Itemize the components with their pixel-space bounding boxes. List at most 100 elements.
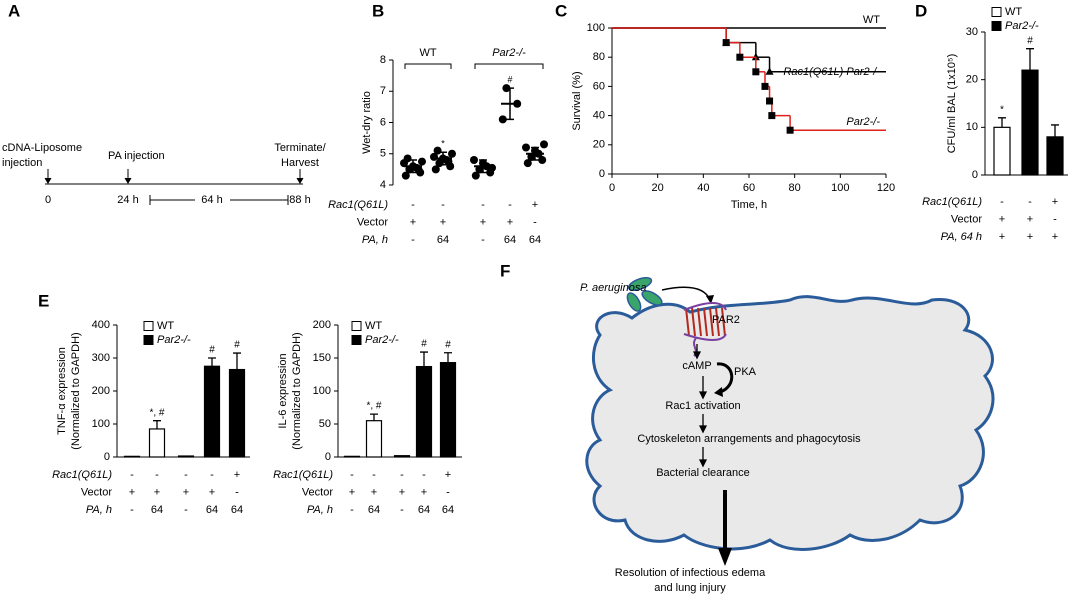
condition-value: + xyxy=(371,486,377,498)
condition-name: PA, h xyxy=(307,504,333,516)
condition-value: + xyxy=(129,486,135,498)
x-tick-label: 20 xyxy=(652,182,664,194)
error-bar xyxy=(479,159,487,174)
time-label: 64 h xyxy=(201,194,222,206)
x-tick-label: 80 xyxy=(789,182,801,194)
x-tick-label: 120 xyxy=(877,182,895,194)
condition-value: - xyxy=(235,486,239,498)
error-bar xyxy=(439,151,447,166)
outcome: and lung injury xyxy=(654,582,726,594)
error-bar xyxy=(208,357,216,367)
condition-value: - xyxy=(350,469,354,481)
annotation: # xyxy=(445,339,451,350)
y-tick-label: 0 xyxy=(599,168,605,180)
y-axis-label: Wet-dry ratio xyxy=(361,91,373,154)
y-tick-label: 300 xyxy=(92,352,110,364)
panel-label: D xyxy=(915,1,927,20)
condition-value: + xyxy=(1052,196,1058,208)
receptor xyxy=(683,302,727,341)
condition-value: - xyxy=(372,469,376,481)
y-tick-label: 0 xyxy=(104,451,110,463)
condition-value: - xyxy=(1000,196,1004,208)
bar xyxy=(415,365,433,458)
condition-value: + xyxy=(234,469,240,481)
condition-value: + xyxy=(1052,231,1058,243)
y-tick-label: 8 xyxy=(380,54,386,66)
condition-name: Vector xyxy=(357,216,389,228)
condition-value: - xyxy=(481,199,485,211)
condition-value: - xyxy=(130,469,134,481)
legend-swatch xyxy=(351,321,362,331)
error-bar xyxy=(506,87,514,121)
data-point xyxy=(444,157,453,166)
y-tick-label: 0 xyxy=(972,169,978,181)
y-tick-label: 100 xyxy=(92,418,110,430)
condition-value: + xyxy=(480,216,486,228)
group-bracket xyxy=(474,63,544,69)
series-label: Par2-/- xyxy=(846,116,880,128)
condition-value: - xyxy=(1053,213,1057,225)
condition-value: 64 xyxy=(442,504,454,516)
condition-value: - xyxy=(411,199,415,211)
condition-value: - xyxy=(481,234,485,246)
arrowhead xyxy=(706,295,714,304)
annotation: *, # xyxy=(366,401,381,412)
marker xyxy=(765,67,774,75)
condition-name: Rac1(Q61L) xyxy=(273,469,333,481)
condition-value: - xyxy=(422,469,426,481)
y-tick-label: 20 xyxy=(966,74,978,86)
condition-name: PA, h xyxy=(86,504,112,516)
y-tick-label: 50 xyxy=(319,418,331,430)
condition-value: - xyxy=(508,199,512,211)
y-axis-label: IL-6 expression xyxy=(277,353,289,428)
marker xyxy=(766,97,774,105)
condition-value: - xyxy=(446,486,450,498)
error-bar xyxy=(444,352,452,363)
condition-value: 64 xyxy=(231,504,243,516)
annotation: # xyxy=(1027,35,1033,46)
data-point xyxy=(538,156,547,164)
condition-value: 64 xyxy=(529,234,541,246)
annotation: * xyxy=(1000,104,1004,115)
legend-label: WT xyxy=(157,320,174,332)
y-tick-label: 150 xyxy=(313,352,331,364)
step: Rac1 activation xyxy=(665,400,740,412)
condition-value: - xyxy=(184,469,188,481)
error-bar xyxy=(233,352,241,370)
timeline-text: PA injection xyxy=(108,150,165,162)
timeline-text: Terminate/ xyxy=(274,142,326,154)
condition-value: + xyxy=(399,486,405,498)
condition-value: - xyxy=(155,469,159,481)
legend-swatch xyxy=(351,335,362,345)
condition-value: 64 xyxy=(418,504,430,516)
marker xyxy=(761,82,769,90)
timeline-text: Harvest xyxy=(281,157,319,169)
data-point xyxy=(431,165,440,174)
bar xyxy=(123,455,141,458)
timeline-text: injection xyxy=(2,157,42,169)
data-point xyxy=(527,152,536,161)
error-bar xyxy=(1026,48,1034,71)
panel-label: B xyxy=(372,1,384,20)
bar xyxy=(1046,136,1064,176)
error-bar xyxy=(1051,124,1059,137)
condition-name: Vector xyxy=(302,486,334,498)
legend-label: Par2-/- xyxy=(365,334,399,346)
condition-value: + xyxy=(209,486,215,498)
condition-value: + xyxy=(349,486,355,498)
legend-label: Par2-/- xyxy=(157,334,191,346)
y-tick-label: 200 xyxy=(92,385,110,397)
annotation: # xyxy=(507,75,512,85)
legend-label: Par2-/- xyxy=(1005,20,1039,32)
group-bracket xyxy=(404,63,452,69)
data-point xyxy=(540,140,548,149)
condition-value: - xyxy=(441,199,445,211)
timeline xyxy=(44,169,304,205)
condition-value: - xyxy=(350,504,354,516)
step: Bacterial clearance xyxy=(656,467,750,479)
condition-value: + xyxy=(421,486,427,498)
marker xyxy=(786,126,794,134)
pathway-arrows xyxy=(692,344,734,566)
condition-value: - xyxy=(1028,196,1032,208)
